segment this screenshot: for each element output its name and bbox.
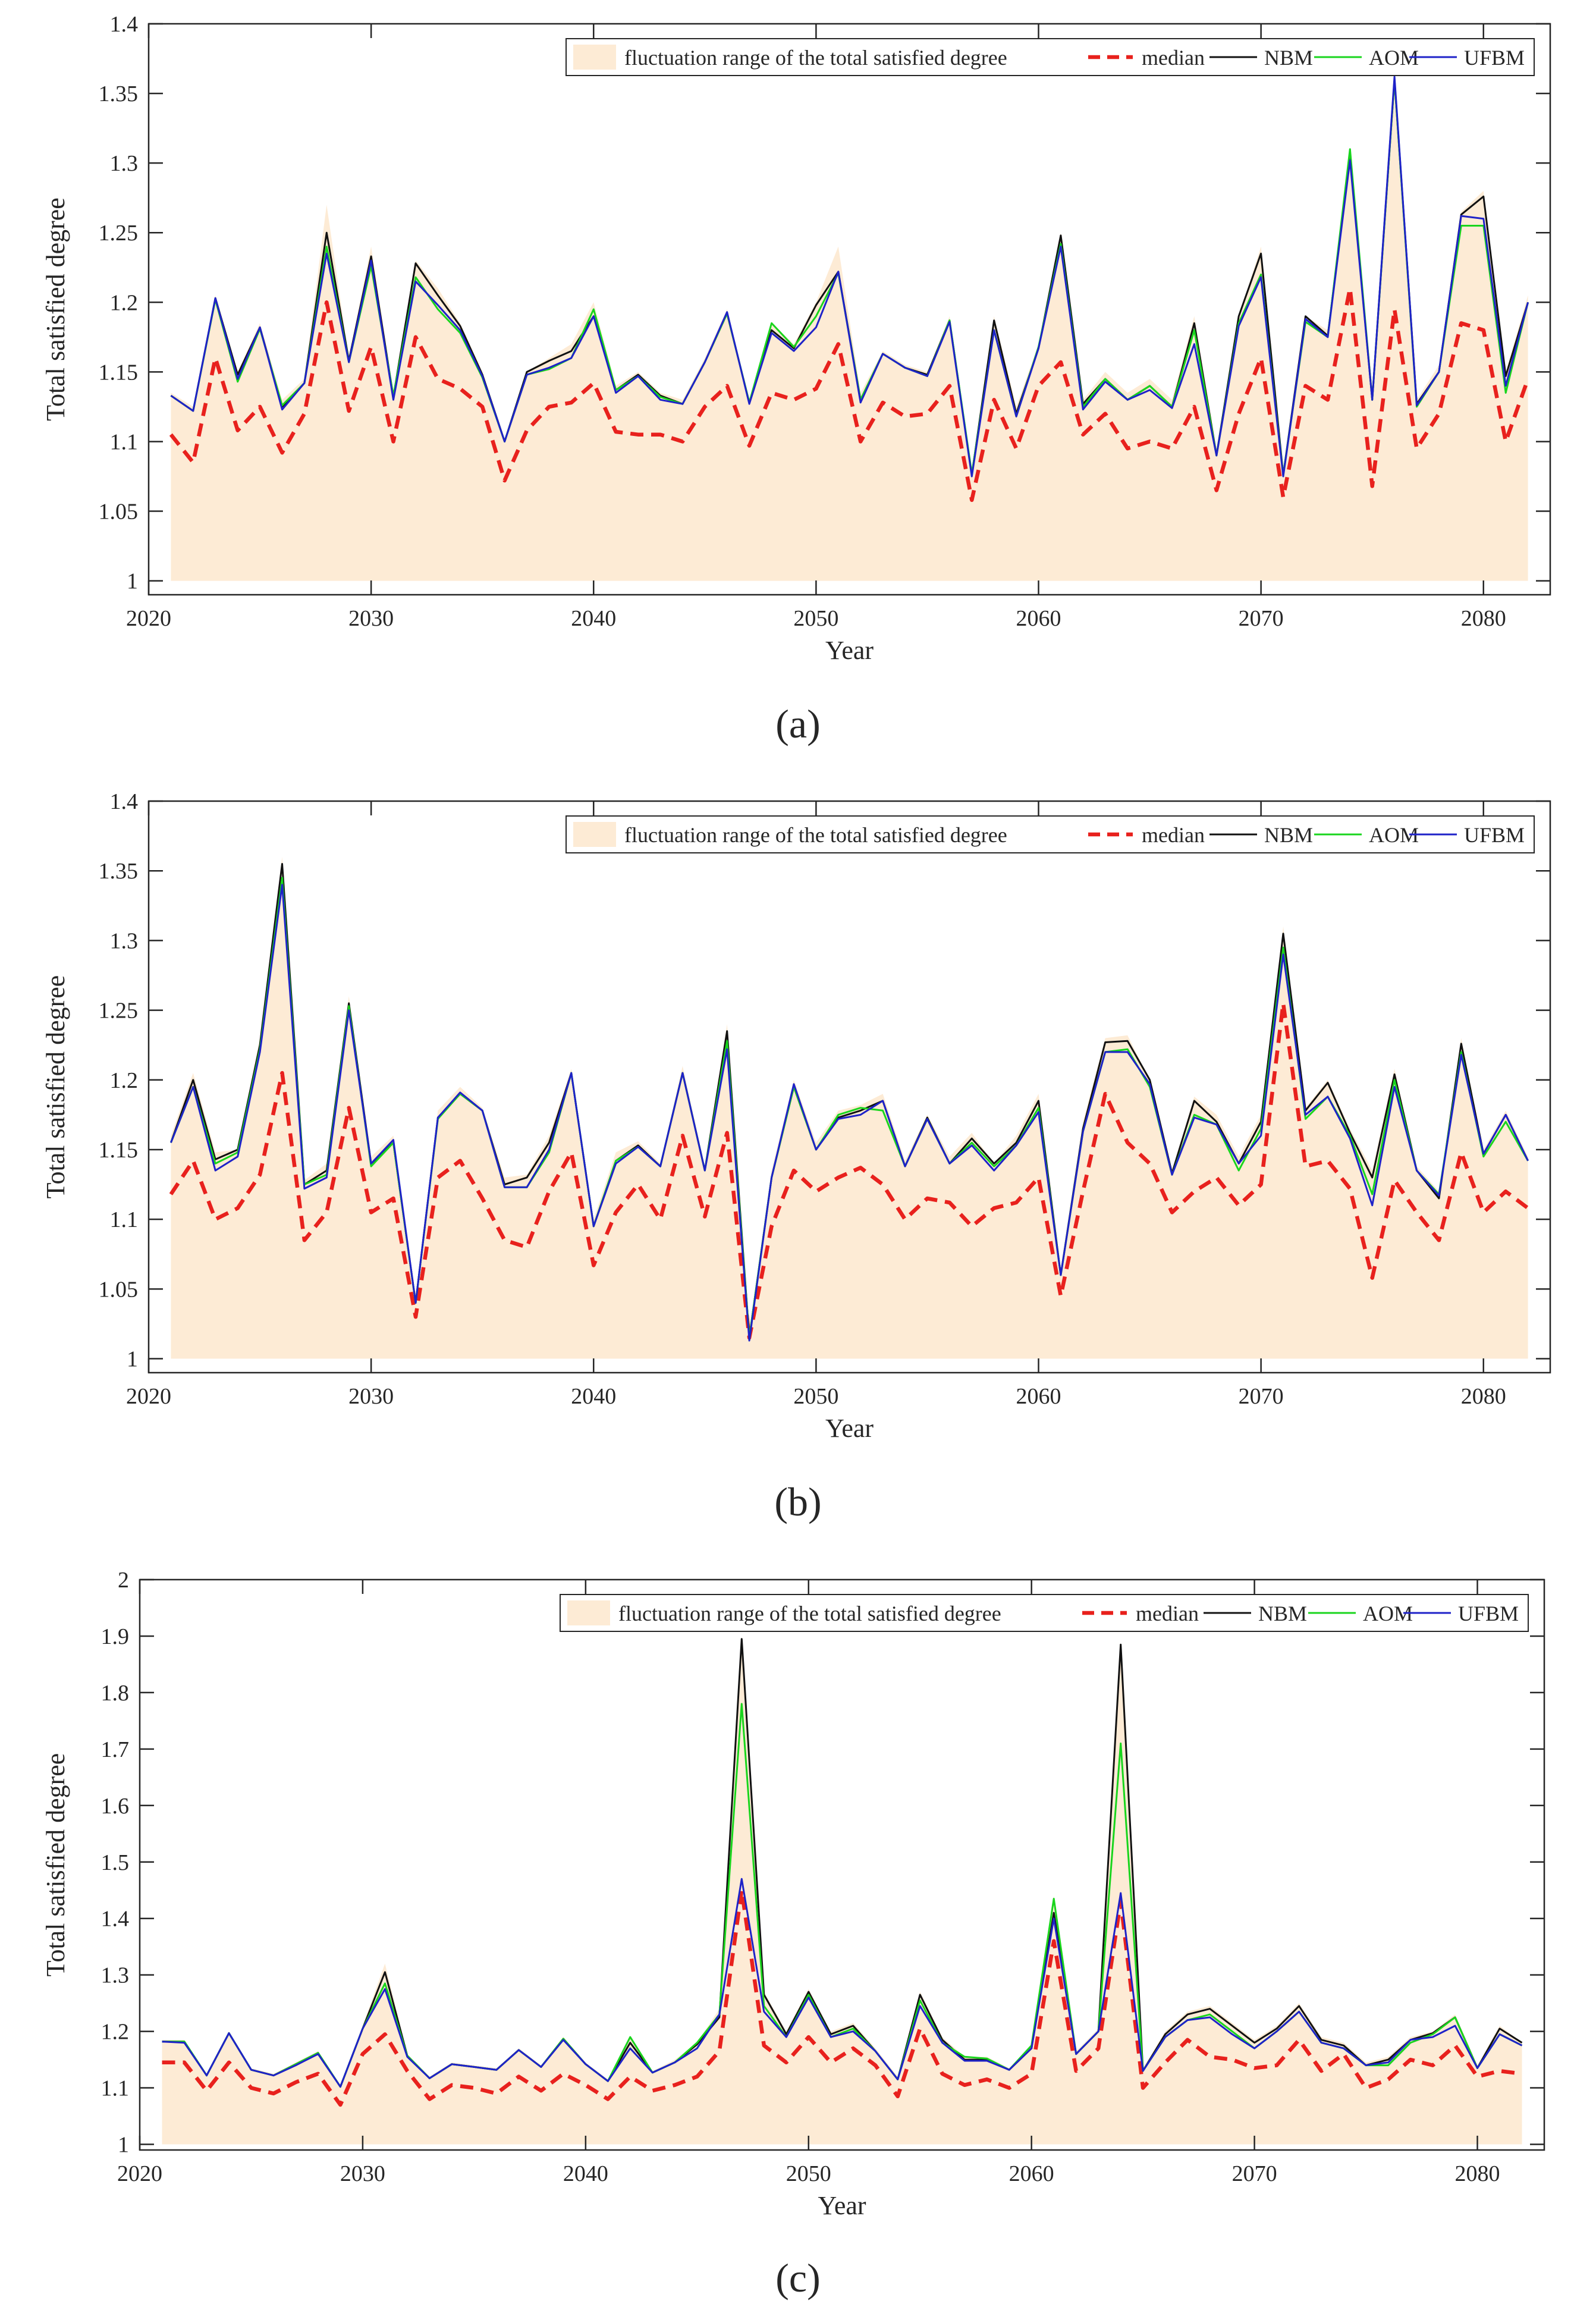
ufbm-line: [170, 76, 1529, 478]
legend-range-label: fluctuation range of the total satisfied…: [624, 823, 1007, 847]
y-tick-label: 1.35: [99, 859, 139, 884]
y-tick-label: 1.3: [110, 151, 139, 176]
y-tick-label: 1.15: [99, 360, 139, 385]
x-tick-label: 2020: [126, 606, 171, 631]
x-tick-label: 2050: [786, 2161, 831, 2186]
x-tick-label: 2030: [340, 2161, 385, 2186]
y-tick-label: 1: [118, 2133, 129, 2158]
y-axis-label: Total satisfied degree: [41, 1753, 70, 1977]
y-tick-label: 2: [118, 1568, 129, 1593]
legend: fluctuation range of the total satisfied…: [560, 1594, 1529, 1632]
panel-label-a: (a): [775, 701, 820, 746]
y-tick-label: 1.35: [99, 81, 139, 106]
y-tick-label: 1.9: [101, 1624, 130, 1649]
x-tick-label: 2030: [348, 606, 394, 631]
legend-range-label: fluctuation range of the total satisfied…: [618, 1602, 1001, 1625]
x-axis-label: Year: [825, 636, 874, 665]
y-tick-label: 1.1: [110, 429, 139, 454]
plot-frame: [147, 800, 1551, 1374]
y-tick-label: 1.4: [101, 1907, 130, 1932]
ufbm-line: [162, 1878, 1523, 2088]
x-tick-label: 2050: [793, 1384, 838, 1409]
y-tick-label: 1.8: [101, 1681, 130, 1706]
fluctuation-range-area: [171, 72, 1528, 581]
chart-panel-2: 2020 2030 2040 2050 2060 2070 2080 1 1.05 1.1 1.15…: [41, 789, 1551, 1443]
fluctuation-range-area: [171, 856, 1528, 1359]
legend-nbm-label: NBM: [1258, 1602, 1307, 1625]
y-tick-label: 1.05: [99, 500, 139, 525]
y-tick-label: 1: [127, 1347, 138, 1372]
x-tick-label: 2060: [1016, 606, 1061, 631]
x-tick-label: 2030: [348, 1384, 394, 1409]
legend-range-swatch: [567, 1600, 610, 1625]
chart-panel-1: 2020 2030 2040 2050 2060 2070 2080 1 1.05 1.1 1.15…: [41, 12, 1551, 665]
legend-nbm-label: NBM: [1264, 823, 1313, 847]
y-tick-label: 1.6: [101, 1794, 130, 1819]
x-tick-label: 2070: [1239, 606, 1284, 631]
x-tick-label: 2070: [1232, 2161, 1277, 2186]
fluctuation-range-area: [162, 1636, 1522, 2145]
legend-median-label: median: [1142, 46, 1205, 70]
median-line: [169, 286, 1530, 503]
y-tick-label: 1.25: [99, 221, 139, 246]
median-line: [162, 1888, 1522, 2107]
legend-range-label: fluctuation range of the total satisfied…: [624, 46, 1007, 70]
y-tick-label: 1.5: [101, 1850, 130, 1875]
x-tick-label: 2040: [571, 606, 616, 631]
y-tick-label: 1.1: [110, 1207, 139, 1232]
x-axis-label: Year: [825, 1414, 874, 1443]
y-axis-label: Total satisfied degree: [41, 197, 70, 421]
x-tick-label: 2020: [126, 1384, 171, 1409]
legend-box: [560, 1594, 1529, 1632]
panel-label-c: (c): [775, 2255, 820, 2300]
y-tick-label: 1: [127, 569, 138, 594]
y-tick-label: 1.2: [110, 290, 139, 315]
x-tick-label: 2080: [1455, 2161, 1500, 2186]
ufbm-line: [170, 884, 1529, 1342]
x-tick-label: 2020: [117, 2161, 162, 2186]
panel-label-b: (b): [774, 1479, 821, 1524]
x-tick-label: 2040: [563, 2161, 608, 2186]
legend-ufbm-label: UFBM: [1458, 1602, 1519, 1625]
legend: fluctuation range of the total satisfied…: [565, 815, 1535, 853]
y-tick-label: 1.3: [110, 928, 139, 953]
legend-range-swatch: [573, 45, 616, 70]
legend-median-label: median: [1136, 1602, 1199, 1625]
legend-ufbm-label: UFBM: [1464, 823, 1525, 847]
legend: fluctuation range of the total satisfied…: [565, 38, 1535, 76]
y-axis-label: Total satisfied degree: [41, 975, 70, 1199]
legend-box: [565, 38, 1535, 76]
plot-frame: [147, 23, 1551, 596]
legend-box: [565, 815, 1535, 853]
legend-ufbm-label: UFBM: [1464, 46, 1525, 70]
x-tick-label: 2080: [1461, 1384, 1506, 1409]
y-tick-label: 1.15: [99, 1138, 139, 1163]
x-tick-label: 2070: [1239, 1384, 1284, 1409]
chart-panel-3: 2020 2030 2040 2050 2060 2070 2080 1 1.1 1.2 1.3 1.…: [41, 1568, 1545, 2220]
y-tick-label: 1.7: [101, 1737, 130, 1762]
x-tick-label: 2060: [1009, 2161, 1054, 2186]
y-tick-label: 1.3: [101, 1963, 130, 1988]
y-tick-label: 1.25: [99, 999, 139, 1024]
x-tick-label: 2040: [571, 1384, 616, 1409]
legend-median-label: median: [1142, 823, 1205, 847]
x-tick-label: 2050: [793, 606, 838, 631]
x-tick-label: 2060: [1016, 1384, 1061, 1409]
y-tick-label: 1.2: [110, 1068, 139, 1093]
y-tick-label: 1.05: [99, 1277, 139, 1302]
nbm-line: [162, 1638, 1523, 2088]
median-line: [169, 1001, 1529, 1340]
y-tick-label: 1.4: [110, 789, 139, 814]
y-tick-label: 1.2: [101, 2020, 130, 2045]
plot-frame: [139, 1578, 1545, 2151]
y-tick-label: 1.4: [110, 12, 139, 37]
legend-nbm-label: NBM: [1264, 46, 1313, 70]
legend-range-swatch: [573, 822, 616, 847]
y-tick-label: 1.1: [101, 2076, 130, 2101]
x-tick-label: 2080: [1461, 606, 1506, 631]
x-axis-label: Year: [818, 2191, 866, 2220]
